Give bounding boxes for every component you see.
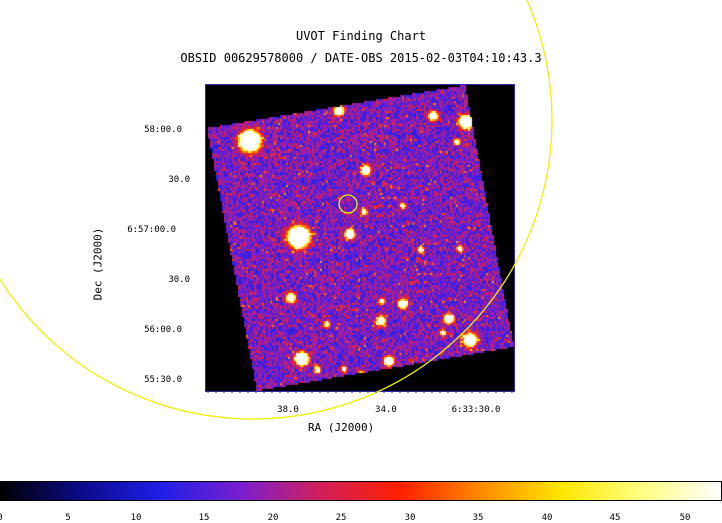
- dec-tick-label: 30.0: [168, 175, 190, 185]
- target-error-circle: [338, 194, 358, 214]
- sky-image: [205, 84, 515, 392]
- colorbar-tick-label: 5: [65, 513, 71, 523]
- ra-tick-marks: [207, 391, 513, 393]
- dec-tick-label: 55:30.0: [144, 375, 182, 385]
- colorbar-tick-label: 20: [267, 513, 279, 523]
- dec-tick-label: 56:00.0: [144, 325, 182, 335]
- ra-tick-label: 6:33:30.0: [451, 405, 501, 415]
- colorbar-tick-label: 0: [0, 513, 3, 523]
- chart-title: UVOT Finding Chart: [295, 29, 427, 43]
- colorbar-tick-label: 45: [609, 513, 621, 523]
- colorbar-tick-label: 10: [130, 513, 142, 523]
- ra-tick-label: 38.0: [277, 405, 299, 415]
- uvot-exposure-image: [206, 85, 514, 391]
- colorbar-tick-label: 15: [198, 513, 210, 523]
- ra-tick-label: 34.0: [375, 405, 397, 415]
- chart-subtitle: OBSID 00629578000 / DATE-OBS 2015-02-03T…: [180, 51, 542, 65]
- colorbar-tick-label: 35: [472, 513, 484, 523]
- large-error-circle: [0, 0, 553, 420]
- x-axis-label: RA (J2000): [308, 421, 375, 434]
- colorbar-tick-label: 50: [679, 513, 691, 523]
- colorbar: [0, 481, 722, 501]
- colorbar-tick-label: 25: [335, 513, 347, 523]
- dec-tick-label: 30.0: [168, 275, 190, 285]
- colorbar-tick-label: 30: [404, 513, 416, 523]
- dec-tick-label: 6:57:00.0: [127, 225, 176, 235]
- dec-tick-label: 58:00.0: [144, 125, 182, 135]
- colorbar-tick-label: 40: [541, 513, 553, 523]
